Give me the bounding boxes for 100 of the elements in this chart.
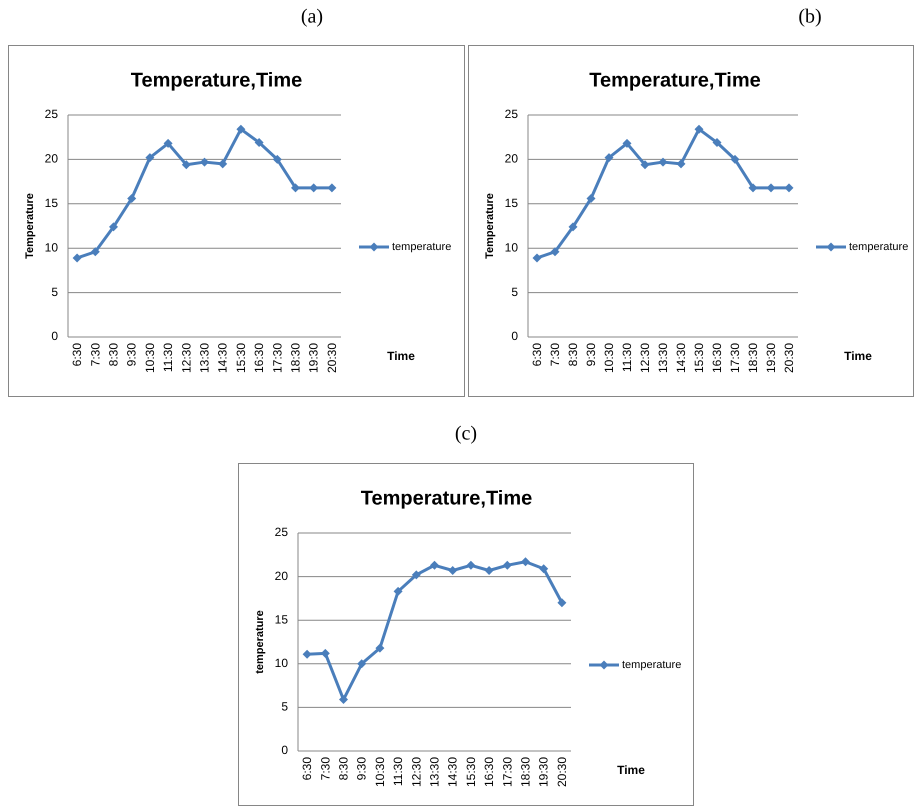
point [339, 695, 348, 704]
x-tick-label: 13:30 [656, 342, 670, 374]
x-tick-label: 13:30 [428, 756, 442, 788]
point [502, 560, 512, 570]
point [766, 183, 776, 192]
x-tick-label: 10:30 [372, 756, 387, 788]
y-tick-label: 5 [511, 284, 518, 299]
chart-subtitle: (a) [300, 6, 324, 28]
point [694, 124, 704, 134]
point [291, 183, 300, 192]
x-tick-label: 9:30 [354, 756, 369, 780]
point [357, 659, 366, 668]
x-tick-label: 8:30 [336, 756, 350, 780]
x-tick-label: 12:30 [638, 342, 652, 374]
point [164, 138, 173, 148]
y-tick-label: 20 [44, 152, 58, 166]
chart-title: Temperature,Time [589, 69, 761, 92]
y-axis-title: temperature [254, 610, 266, 674]
x-tick-label: 14:30 [674, 342, 688, 374]
x-tick-label: 10:30 [602, 342, 616, 374]
y-tick-label: 15 [504, 196, 518, 210]
x-tick-label: 10:30 [142, 342, 157, 374]
x-tick-label: 7:30 [88, 342, 102, 366]
point [412, 570, 421, 580]
x-tick-label: 8:30 [566, 342, 580, 366]
legend-label: temperature [622, 658, 682, 671]
x-tick-label: 11:30 [161, 342, 176, 372]
point [539, 564, 548, 574]
x-tick-label: 18:30 [518, 756, 532, 788]
point [604, 153, 614, 162]
y-tick-label: 0 [281, 743, 288, 758]
x-axis-title: Time [617, 763, 646, 778]
chart-title: Temperature,Time [130, 69, 302, 92]
point [532, 253, 542, 262]
y-tick-label: 20 [274, 568, 288, 583]
x-tick-label: 16:30 [252, 342, 266, 374]
x-tick-label: 6:30 [300, 756, 314, 780]
point [72, 253, 82, 262]
point [676, 159, 686, 168]
y-tick-label: 10 [44, 240, 58, 254]
y-tick-label: 25 [44, 107, 58, 122]
x-tick-label: 19:30 [536, 756, 551, 788]
y-tick-label: 25 [504, 107, 518, 122]
point [521, 557, 530, 566]
point [448, 566, 458, 575]
point [254, 138, 264, 148]
x-tick-label: 15:30 [692, 342, 706, 374]
point [236, 124, 246, 134]
point [568, 222, 578, 232]
x-tick-label: 11:30 [620, 342, 634, 372]
y-tick-label: 20 [504, 152, 518, 166]
point [484, 566, 494, 575]
point [466, 560, 476, 570]
x-tick-label: 12:30 [179, 342, 194, 374]
point [784, 183, 794, 192]
point [272, 154, 282, 164]
y-axis-title: Temperature [484, 193, 496, 259]
point [375, 644, 384, 653]
y-tick-label: 15 [274, 612, 288, 626]
x-tick-label: 11:30 [391, 756, 406, 786]
point [109, 222, 118, 232]
chart-subtitle: (b) [798, 6, 822, 28]
x-tick-label: 9:30 [124, 342, 139, 366]
y-tick-label: 15 [44, 196, 58, 210]
point [586, 194, 596, 203]
point [127, 194, 136, 203]
y-axis-title: Temperature [24, 193, 36, 259]
x-tick-label: 7:30 [548, 342, 562, 366]
x-axis-title: Time [387, 349, 416, 364]
chart-subtitle: (c) [454, 422, 478, 445]
y-tick-label: 0 [51, 329, 58, 344]
point [394, 586, 403, 596]
point [557, 598, 566, 608]
x-tick-label: 20:30 [324, 342, 339, 374]
x-tick-label: 17:30 [500, 756, 514, 788]
x-tick-label: 16:30 [482, 756, 496, 788]
point [640, 160, 650, 170]
x-tick-label: 19:30 [306, 342, 321, 374]
x-tick-label: 12:30 [409, 756, 424, 788]
x-tick-label: 17:30 [270, 342, 284, 374]
point [712, 138, 722, 148]
point [200, 158, 209, 167]
point [622, 138, 632, 148]
point [550, 247, 560, 256]
x-tick-label: 18:30 [746, 342, 760, 374]
x-tick-label: 16:30 [710, 342, 724, 374]
point [145, 153, 154, 162]
x-tick-label: 20:30 [782, 342, 796, 374]
x-tick-label: 17:30 [728, 342, 742, 374]
chart-title: Temperature,Time [360, 487, 532, 510]
legend-label: temperature [392, 240, 452, 253]
point [182, 160, 191, 170]
point [90, 247, 100, 256]
x-axis-title: Time [844, 349, 872, 364]
point [730, 154, 740, 164]
y-tick-label: 10 [274, 656, 288, 670]
x-tick-label: 15:30 [464, 756, 478, 788]
x-tick-label: 9:30 [584, 342, 598, 366]
legend-label: temperature [849, 240, 908, 253]
x-tick-label: 18:30 [288, 342, 302, 374]
